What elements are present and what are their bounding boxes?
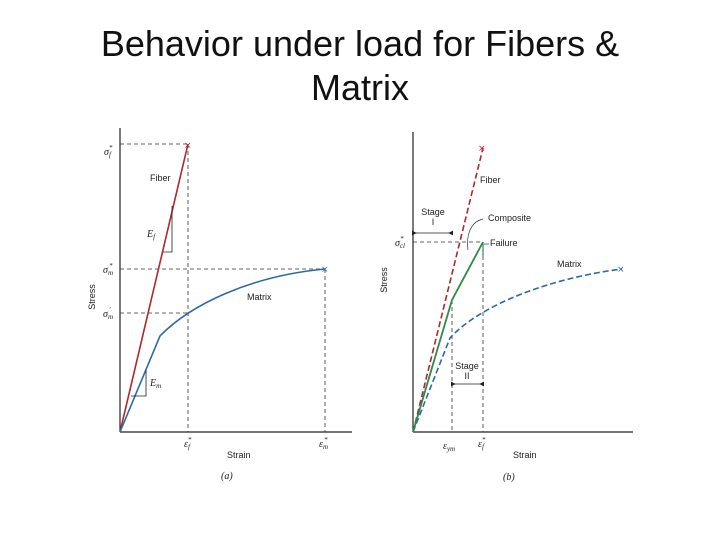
slide-title: Behavior under load for Fibers & Matrix	[0, 22, 720, 110]
panel-b-fiber-curve	[412, 147, 484, 433]
panel-a-matrix-failure-mark: ×	[321, 265, 329, 275]
slide-title-line-1: Behavior under load for Fibers &	[100, 23, 620, 64]
panel-b-fiber-failure-mark: ×	[478, 144, 486, 154]
panel-a-sigma-f-star: σf*	[104, 144, 113, 159]
panel-b: × × Fiber Composite Failure Matrix Stage…	[379, 132, 633, 483]
panel-b-matrix-failure-mark: ×	[617, 265, 625, 275]
panel-b-composite-curve	[412, 241, 484, 433]
panel-b-matrix-label: Matrix	[557, 259, 582, 269]
panel-b-fiber-label: Fiber	[480, 175, 501, 185]
panel-a-x-axis-label: Strain	[227, 450, 251, 460]
panel-a-fiber-label: Fiber	[150, 173, 171, 183]
panel-a-modulus-fiber: Ef	[146, 229, 156, 241]
panel-a-matrix-slope-triangle	[131, 370, 147, 397]
panel-a-matrix-label: Matrix	[247, 292, 272, 302]
panel-a-caption: (a)	[221, 471, 233, 482]
panel-b-y-axis-label: Stress	[379, 267, 389, 293]
panel-a-eps-f-star: εf*	[184, 436, 192, 451]
panel-a-modulus-matrix: Em	[149, 378, 161, 390]
panel-b-stage2-label: Stage II	[455, 361, 479, 381]
panel-b-matrix-curve	[412, 268, 623, 433]
panel-a-fiber-failure-mark: ×	[184, 141, 192, 151]
panel-b-caption: (b)	[503, 472, 515, 483]
panel-a-fiber-curve	[119, 143, 189, 433]
panel-a-fiber-slope-triangle	[163, 206, 173, 253]
panel-a-sigma-m-star: σm*	[103, 262, 113, 277]
panel-a-matrix-curve	[119, 268, 326, 433]
panel-b-composite-pointer	[467, 218, 484, 251]
panel-a-eps-m-star: εm*	[319, 436, 328, 451]
panel-b-x-axis-label: Strain	[513, 450, 537, 460]
panel-a-sigma-m-prime: σm′	[103, 306, 113, 321]
slide-title-line-2: Matrix	[311, 67, 409, 108]
panel-a: × × Fiber Matrix Stress Strain (a) Ef Em…	[87, 128, 352, 482]
panel-b-eps-f-star: εf*	[478, 436, 486, 451]
panel-b-eps-ym: εym	[443, 441, 455, 453]
panel-a-y-axis-label: Stress	[87, 284, 97, 310]
panel-b-sigma-cl-star: σcl*	[395, 235, 405, 250]
panel-b-composite-label: Composite	[488, 213, 531, 223]
panel-b-stage1-label: Stage I	[421, 207, 445, 227]
panel-b-failure-label: Failure	[490, 238, 518, 248]
